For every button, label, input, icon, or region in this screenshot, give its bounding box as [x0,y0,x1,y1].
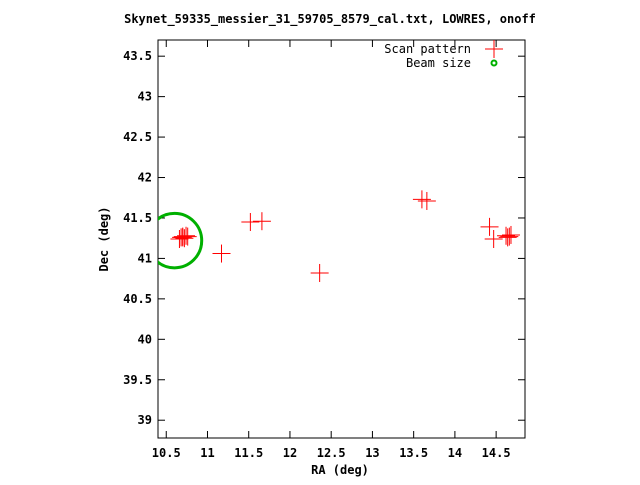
y-tick-label: 39.5 [123,373,152,387]
y-tick-label: 41.5 [123,211,152,225]
scan-point [497,226,516,245]
y-tick-label: 40.5 [123,292,152,306]
y-tick-label: 43 [138,90,152,104]
chart-title: Skynet_59335_messier_31_59705_8579_cal.t… [124,12,536,27]
y-tick-label: 42.5 [123,130,152,144]
scan-point [177,226,196,245]
scan-point [412,190,431,209]
chart-marks: 10.5 11 11.5 12 12.5 13 13.5 14 14.5 39 39.5 40 40.5… [123,39,526,460]
scan-point [173,228,192,247]
scan-point [170,230,189,248]
legend-label-scan-pattern: Scan pattern [384,42,471,56]
scan-point [498,228,517,247]
scan-point [501,225,520,244]
x-tick-label: 13 [365,446,379,460]
scan-point [241,213,260,232]
scan-point [310,263,329,282]
y-tick-label: 43.5 [123,49,152,63]
plot-data-area [158,190,520,282]
y-tick-label: 40 [138,332,152,346]
x-tick-label: 12.5 [317,446,346,460]
scan-point [484,230,503,248]
scan-point [252,212,271,231]
scan-point [212,244,231,263]
beam-size-circle [158,211,204,270]
x-tick-label: 12 [283,446,297,460]
legend-sample-beam-size [490,59,498,67]
x-tick-label: 11 [200,446,214,460]
legend-label-beam-size: Beam size [406,56,471,70]
scan-point [480,217,499,236]
x-tick-label: 11.5 [234,446,263,460]
y-tick-label: 39 [138,413,152,427]
legend-sample-scan-pattern [485,40,503,58]
y-tick-label: 41 [138,251,152,265]
y-tick-label: 42 [138,171,152,185]
x-tick-label: 13.5 [399,446,428,460]
x-tick-label: 14.5 [482,446,511,460]
x-tick-label: 10.5 [152,446,181,460]
scan-point [175,229,194,248]
x-axis-label: RA (deg) [311,463,369,477]
x-tick-label: 14 [448,446,462,460]
scan-point [178,227,197,246]
scan-point [500,227,519,246]
plot-frame [157,39,526,439]
y-axis-label: Dec (deg) [97,206,111,271]
scan-point [417,191,436,210]
